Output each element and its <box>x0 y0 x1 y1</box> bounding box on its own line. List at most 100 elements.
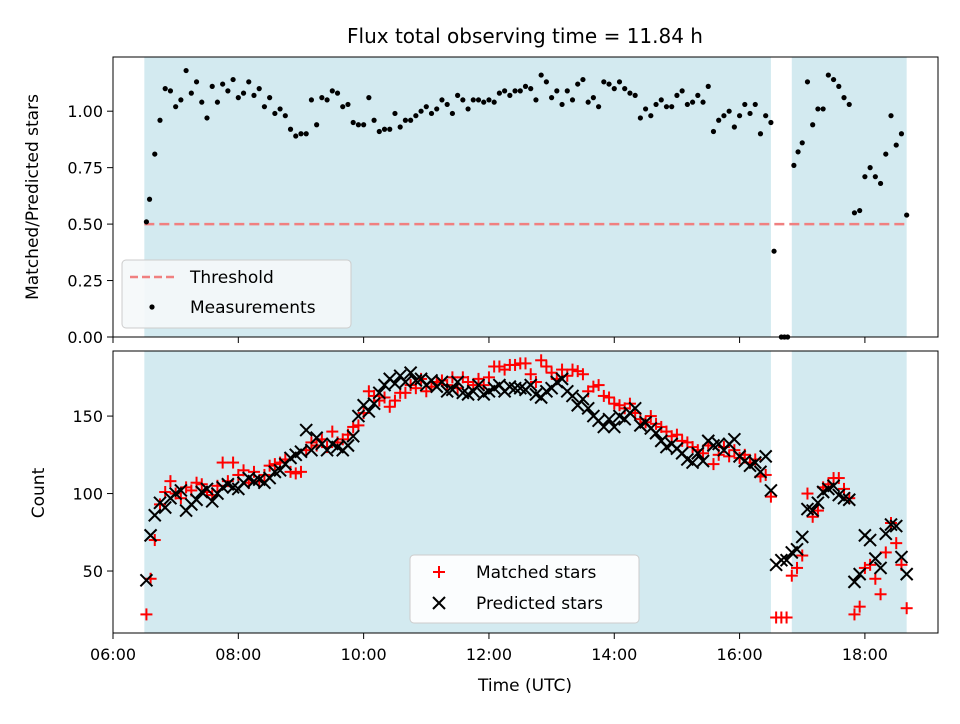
x-ticks: 06:00 08:00 10:00 12:00 14:00 16:00 18:00 <box>90 633 888 664</box>
data-point <box>372 386 387 400</box>
data-point <box>324 97 330 103</box>
data-point <box>376 128 382 135</box>
data-point <box>597 389 610 402</box>
data-point <box>804 79 811 85</box>
data-point <box>758 449 773 464</box>
data-point <box>352 419 365 432</box>
data-point <box>502 88 508 94</box>
data-point <box>193 79 200 85</box>
data-point <box>888 113 894 119</box>
y-tick-label: 0.00 <box>67 328 103 347</box>
data-point <box>597 420 611 434</box>
data-point <box>554 88 560 94</box>
data-point <box>153 498 166 511</box>
data-point <box>227 456 240 469</box>
data-point <box>367 396 381 411</box>
data-point <box>392 110 398 117</box>
data-point <box>607 420 621 434</box>
data-point <box>867 165 873 171</box>
data-point <box>256 86 262 92</box>
data-point <box>402 117 409 123</box>
data-point <box>381 126 388 132</box>
data-point <box>632 92 638 98</box>
data-point <box>785 569 798 582</box>
data-point <box>449 110 455 117</box>
data-point <box>524 368 537 381</box>
data-point <box>565 389 580 403</box>
data-point <box>603 391 616 404</box>
legend-threshold-label: Threshold <box>189 268 274 288</box>
data-point <box>727 432 742 447</box>
data-point <box>361 122 367 128</box>
data-point <box>294 465 307 478</box>
data-point <box>748 455 762 470</box>
data-point <box>637 115 643 121</box>
data-point <box>341 438 355 453</box>
data-point <box>900 602 913 615</box>
data-point <box>351 409 366 423</box>
data-point <box>413 113 419 119</box>
y-tick-label: 0.25 <box>67 272 103 291</box>
data-point <box>434 106 440 112</box>
data-point <box>810 122 816 128</box>
data-point <box>465 106 471 112</box>
data-point <box>815 106 821 112</box>
data-point <box>669 104 675 110</box>
data-point <box>486 97 492 103</box>
data-point <box>146 196 153 202</box>
data-point <box>608 397 621 410</box>
data-point <box>790 542 804 557</box>
data-point <box>475 97 482 103</box>
legend-predicted-swatch <box>432 596 446 610</box>
data-point <box>566 363 579 376</box>
data-point <box>805 503 820 518</box>
data-point <box>883 151 889 157</box>
data-point <box>507 92 513 98</box>
data-point <box>287 126 294 132</box>
data-point <box>538 72 544 78</box>
data-point <box>851 210 858 216</box>
data-point <box>240 90 247 96</box>
data-point <box>826 479 841 493</box>
data-point <box>806 510 819 523</box>
y-tick-label: 1.00 <box>67 102 103 121</box>
data-point <box>528 86 534 92</box>
data-point <box>308 97 315 103</box>
legend-matched-label: Matched stars <box>476 563 596 583</box>
data-point <box>225 88 231 94</box>
data-point <box>731 124 737 130</box>
data-point <box>879 546 892 559</box>
data-point <box>768 119 774 126</box>
data-point <box>371 117 377 123</box>
data-point <box>752 101 758 108</box>
data-point <box>139 573 154 588</box>
top-legend-box <box>121 259 352 329</box>
data-point <box>329 88 335 94</box>
data-point <box>576 392 590 406</box>
data-point <box>707 458 720 471</box>
data-points <box>143 67 910 340</box>
data-point <box>616 79 623 85</box>
y-tick-label: 150 <box>72 407 103 426</box>
data-point <box>362 404 376 419</box>
data-point <box>261 104 268 110</box>
data-point <box>450 375 465 389</box>
data-point <box>890 537 903 550</box>
data-point <box>679 88 685 94</box>
data-point <box>764 483 778 498</box>
data-point <box>848 608 861 621</box>
data-point <box>205 494 219 509</box>
x-ticks <box>112 337 866 343</box>
data-point <box>303 131 309 137</box>
data-point <box>174 483 188 498</box>
data-point <box>836 83 842 89</box>
data-point <box>742 101 748 108</box>
data-point <box>893 142 899 148</box>
data-point <box>791 162 797 168</box>
data-point <box>282 113 288 119</box>
data-point <box>529 375 542 388</box>
data-point <box>471 378 486 392</box>
data-point <box>444 101 450 108</box>
